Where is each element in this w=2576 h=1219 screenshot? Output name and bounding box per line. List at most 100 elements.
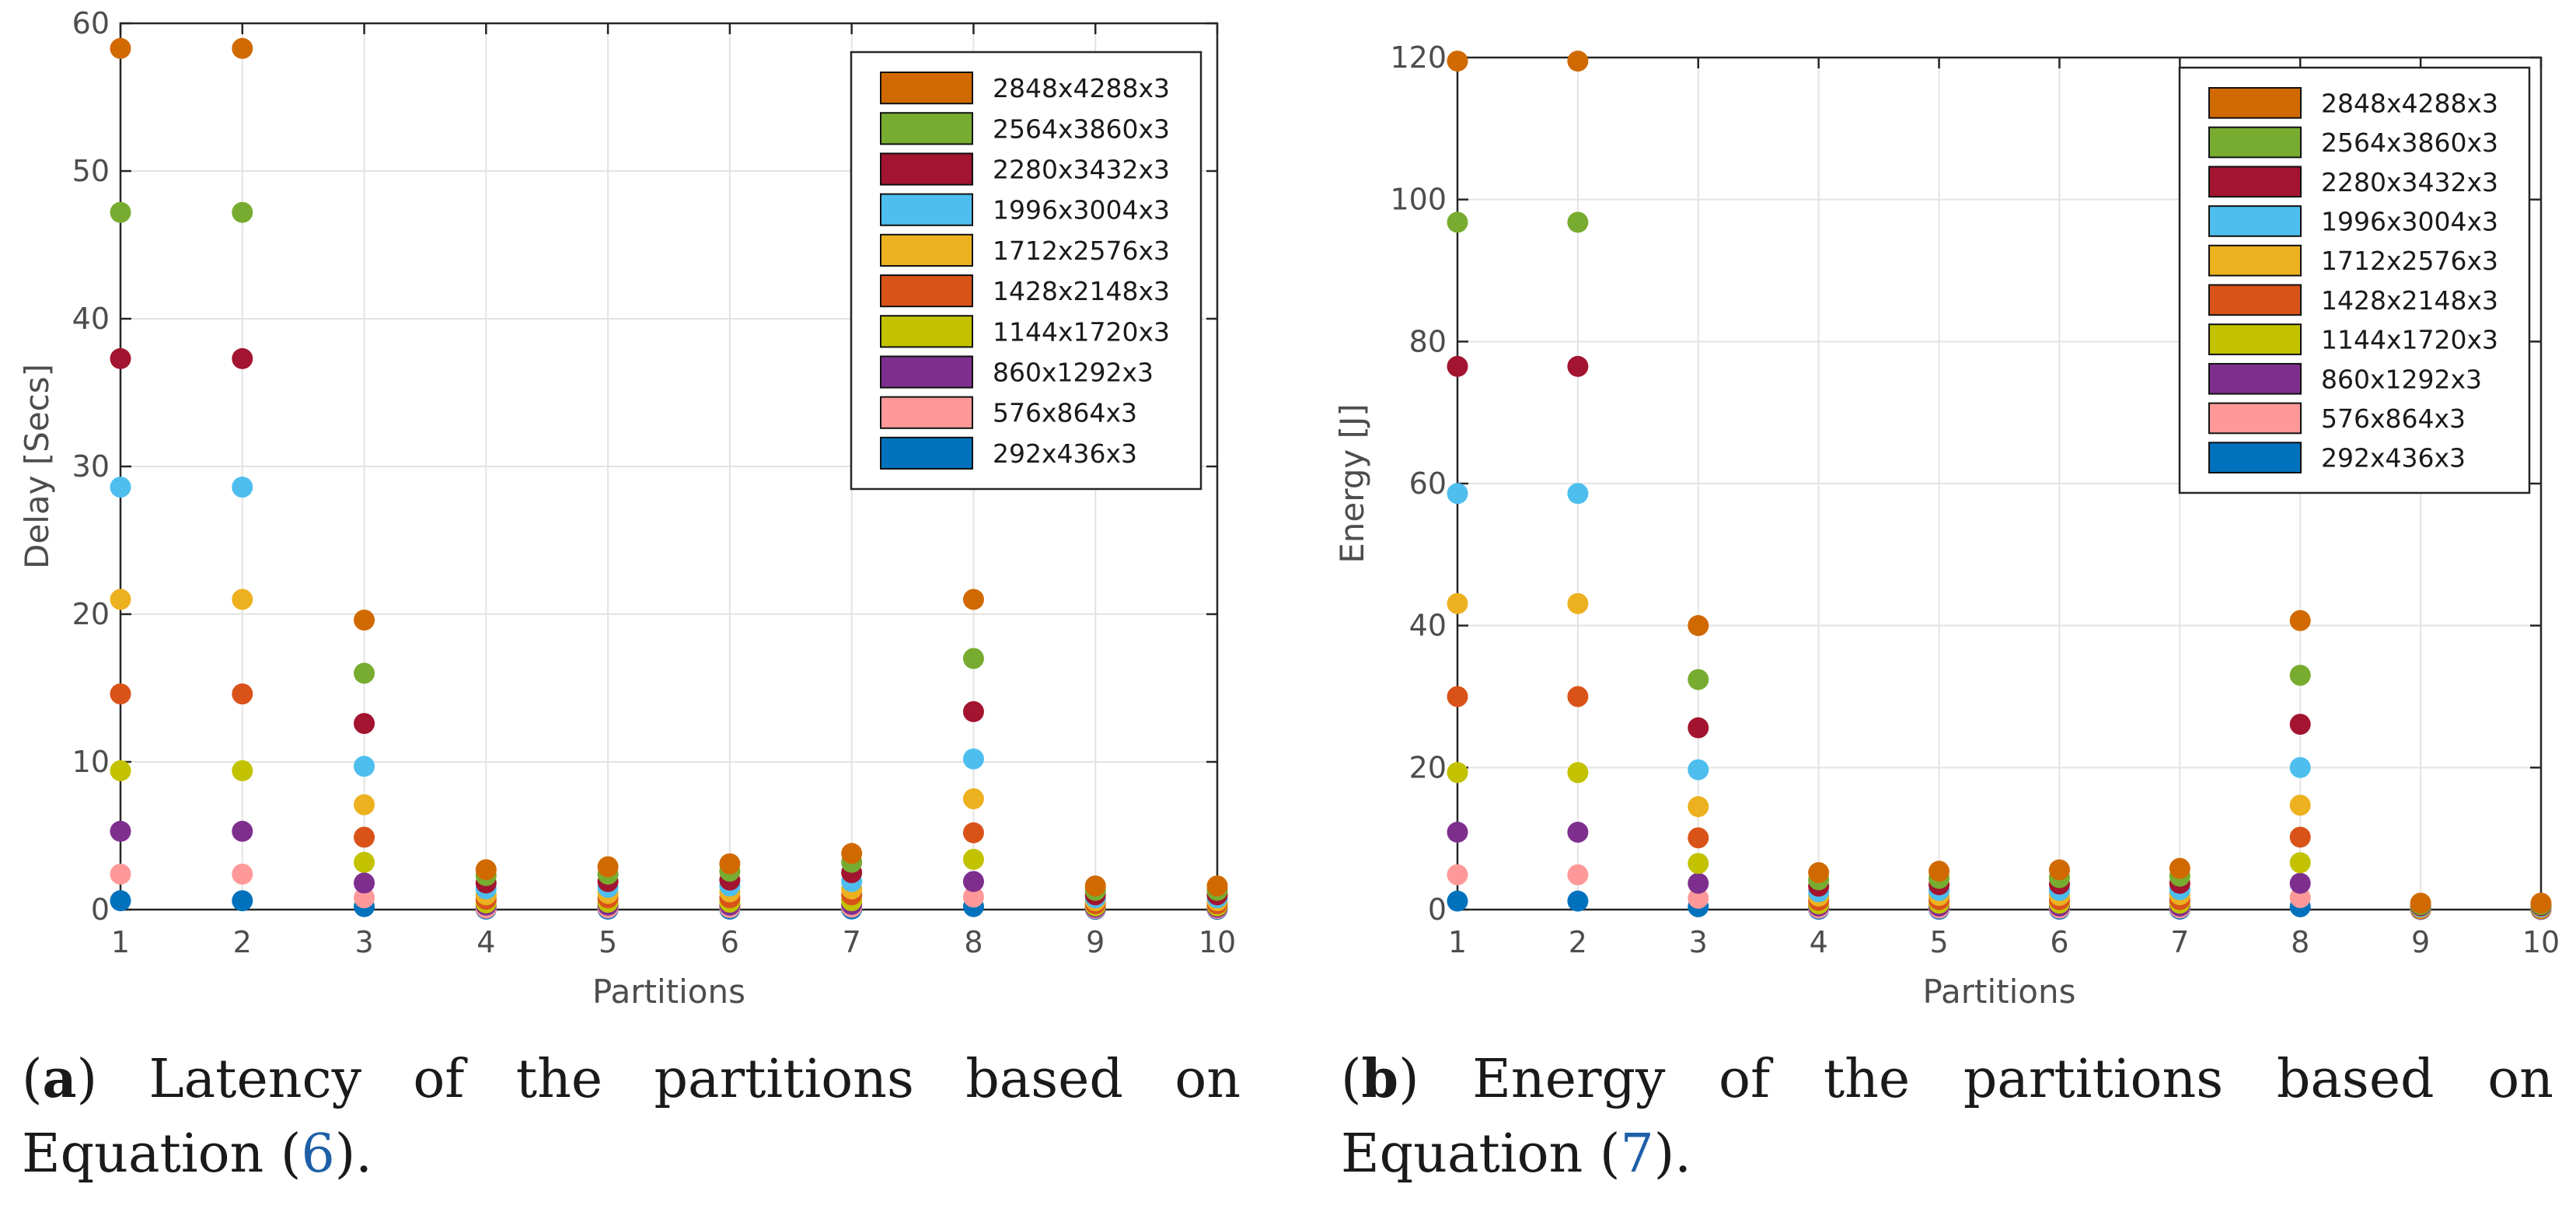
legend-label: 1996x3004x3	[2321, 206, 2498, 236]
x-tick-label: 7	[2170, 925, 2189, 959]
legend-swatch	[880, 274, 973, 308]
legend-swatch	[2208, 402, 2302, 435]
y-axis-label: Delay [Secs]	[18, 364, 56, 569]
series-576x864x3	[1447, 864, 2552, 920]
data-point	[1688, 887, 1709, 909]
data-point	[354, 887, 375, 909]
legend-label: 292x436x3	[2321, 443, 2466, 473]
data-point	[1688, 796, 1709, 818]
data-point	[1567, 686, 1589, 707]
data-point	[354, 662, 375, 684]
x-tick-label: 7	[843, 925, 861, 959]
y-tick-label: 20	[1409, 750, 1447, 784]
x-tick-label: 8	[964, 925, 983, 959]
x-tick-label: 2	[233, 925, 252, 959]
data-point	[1688, 872, 1709, 894]
y-axis-label: Energy [J]	[1333, 403, 1371, 564]
data-point	[2169, 857, 2190, 879]
series-1996x3004x3	[1447, 483, 2552, 917]
data-point	[1688, 853, 1709, 875]
data-point	[1567, 864, 1589, 885]
legend-label: 292x436x3	[993, 438, 1137, 469]
series-1712x2576x3	[1447, 592, 2552, 918]
data-point	[110, 683, 131, 705]
data-point	[232, 683, 253, 705]
x-tick-label: 3	[1689, 925, 1708, 959]
legend-label: 1144x1720x3	[2321, 325, 2498, 355]
series-1144x1720x3	[1447, 762, 2552, 920]
data-point	[1567, 51, 1589, 72]
legend-label: 1428x2148x3	[993, 276, 1170, 306]
y-tick-label: 60	[72, 6, 110, 40]
legend-label: 2280x3432x3	[993, 155, 1170, 185]
legend-swatch	[880, 315, 973, 348]
data-point	[1567, 592, 1589, 614]
x-tick-label: 5	[599, 925, 617, 959]
legend-swatch	[880, 112, 973, 145]
data-point	[475, 859, 497, 881]
y-tick-label: 0	[1428, 892, 1447, 927]
energy-chart: 1 2 3 4 5 6 7 8 9 10020406080100120PartitionsEner…	[1333, 40, 2560, 1011]
caption-b: (b) Energy of the partitions based on Eq…	[1341, 1048, 2553, 1185]
series-1996x3004x3	[110, 477, 1228, 909]
data-point	[2289, 852, 2311, 874]
data-point	[1447, 864, 1468, 885]
x-tick-label: 10	[2522, 925, 2560, 959]
data-point	[1688, 759, 1709, 781]
data-point	[1567, 821, 1589, 843]
legend-swatch	[880, 233, 973, 267]
legend-label: 2280x3432x3	[2321, 167, 2498, 197]
y-tick-label: 120	[1390, 40, 1447, 75]
data-point	[1447, 211, 1468, 233]
legend-swatch	[2208, 323, 2302, 355]
data-point	[962, 788, 984, 809]
legend-swatch	[2208, 87, 2302, 119]
y-tick-label: 30	[72, 449, 110, 484]
data-point	[962, 648, 984, 669]
data-point	[110, 201, 131, 223]
series-1712x2576x3	[110, 589, 1228, 912]
legend-swatch	[2208, 205, 2302, 237]
data-point	[110, 760, 131, 781]
y-tick-label: 20	[72, 597, 110, 631]
x-axis-label: Partitions	[592, 973, 745, 1011]
data-point	[110, 820, 131, 842]
data-point	[232, 863, 253, 885]
caption-a-text: Latency of the partitions based on Equat…	[22, 1049, 1241, 1185]
data-point	[232, 477, 253, 498]
caption-b-equation-ref[interactable]: 7	[1620, 1123, 1654, 1185]
legend-label: 2564x3860x3	[993, 114, 1170, 144]
x-tick-label: 9	[2411, 925, 2430, 959]
latency-chart: 1 2 3 4 5 6 7 8 9 10 0 10 20 30 40 50 60 Partitions Delay …	[18, 6, 1236, 1011]
data-point	[1567, 211, 1589, 233]
legend-swatch	[880, 355, 973, 389]
data-point	[1447, 483, 1468, 505]
series-292x436x3	[1447, 890, 2552, 920]
caption-a-end: ).	[334, 1123, 372, 1185]
series-576x864x3	[110, 863, 1228, 920]
data-point	[962, 589, 984, 610]
legend-label: 860x1292x3	[993, 358, 1154, 388]
legend-label: 1996x3004x3	[993, 195, 1170, 225]
legend-swatch	[2208, 166, 2302, 198]
caption-b-text: Energy of the partitions based on Equati…	[1341, 1049, 2553, 1185]
legend-label: 2848x4288x3	[2321, 88, 2498, 118]
caption-b-end: ).	[1653, 1123, 1691, 1185]
x-tick-label: 6	[2050, 925, 2068, 959]
data-point	[962, 700, 984, 722]
data-point	[1688, 827, 1709, 849]
data-point	[354, 872, 375, 894]
data-point	[962, 886, 984, 908]
data-point	[719, 853, 741, 875]
y-tick-label: 10	[72, 745, 110, 779]
caption-a-equation-ref[interactable]: 6	[301, 1123, 335, 1185]
data-point	[354, 756, 375, 777]
data-point	[354, 713, 375, 735]
data-point	[232, 890, 253, 912]
data-point	[110, 348, 131, 369]
data-point	[110, 589, 131, 610]
data-point	[232, 348, 253, 369]
x-tick-label: 9	[1086, 925, 1105, 959]
x-tick-label: 5	[1929, 925, 1948, 959]
data-point	[1688, 615, 1709, 637]
